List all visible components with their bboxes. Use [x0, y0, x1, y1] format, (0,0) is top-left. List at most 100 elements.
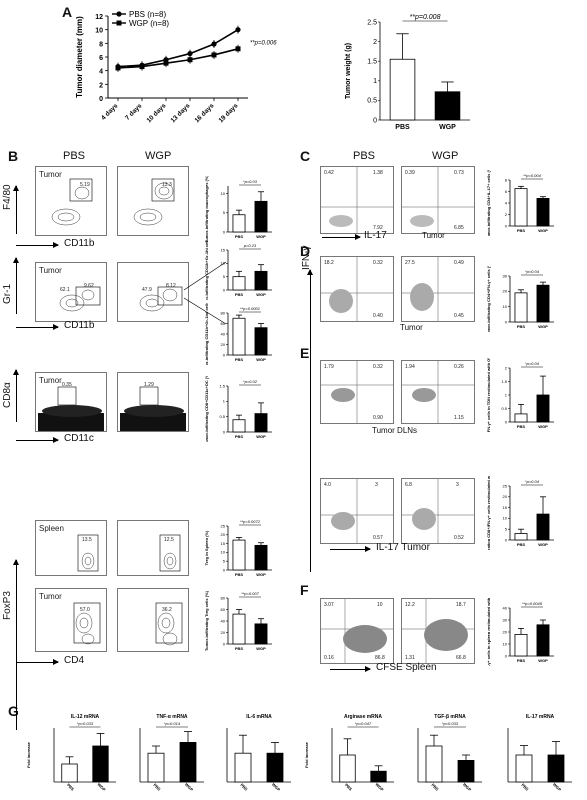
flow-b2-wgp-contours — [139, 286, 183, 312]
y-tick-label: 0 — [505, 419, 508, 424]
data-point-wgp — [187, 57, 193, 63]
bar-wgp — [536, 513, 550, 541]
category-label: PBS — [235, 357, 244, 362]
cd11b-axis-arrow-1 — [16, 242, 59, 248]
y-tick-label: 30 — [503, 273, 508, 278]
bar-pbs — [147, 752, 165, 783]
e2-wgp-q1: 6.8 — [405, 482, 412, 488]
category-label: PBS — [395, 124, 410, 131]
panel-letter-d: D — [300, 243, 311, 259]
bar-pbs — [425, 745, 443, 783]
data-point-wgp — [163, 60, 169, 66]
bar-wgp — [254, 544, 268, 571]
significance-label: **p=0.0072 — [240, 519, 261, 524]
category-label: PBS — [66, 782, 76, 792]
e2-pbs-q4: 0.57 — [373, 535, 383, 541]
f-pbs-q3: 0.16 — [324, 655, 334, 661]
bar-pbs — [514, 188, 528, 227]
y-tick-label: 5 — [505, 527, 508, 532]
y-axis-label: Tumor weight (g) — [345, 43, 352, 99]
x-tick-label: 4 days — [100, 102, 120, 122]
y-tick-label: 60 — [221, 321, 226, 326]
e1-wgp-q2: 0.26 — [454, 364, 464, 370]
flow-e2-wgp: 6.8 3 0.52 — [401, 478, 475, 544]
y-tick-label: 80 — [221, 310, 226, 315]
data-point-wgp — [211, 52, 217, 58]
chart-title: IL-6 mRNA — [246, 714, 272, 720]
y-tick-label: 20 — [221, 342, 226, 347]
flow-d-pbs: 18.2 0.32 0.40 — [320, 256, 394, 322]
e1-cd4-ifng-bar-chart: 0 0.5 1 1.5 2 PBS WGP *p=0.04 CD4+IFN-γ+ cells i… — [486, 358, 554, 432]
e2-pbs-q2: 3 — [375, 482, 378, 488]
y-axis-label: CD4+IFN-γ+ cells in TDN restimulated wit… — [486, 358, 491, 432]
cd11b-axis-label-1: CD11b — [64, 238, 95, 249]
e1-pbs-q2: 0.32 — [373, 364, 383, 370]
foxp3-axis-arrow — [13, 559, 19, 730]
y-tick-label: 15 — [221, 541, 226, 546]
flow-d-wgp-quadrants — [402, 257, 474, 321]
y-tick-label: 1 — [505, 392, 508, 397]
c-wgp-q1: 0.39 — [405, 170, 415, 176]
gate-b2-wgp-b: 8.12 — [166, 283, 176, 289]
significance-label: *p=0.033 — [442, 721, 459, 726]
x-tick-label: 13 days — [170, 102, 192, 124]
gate-b5-pbs: 57.0 — [80, 607, 90, 613]
gate-b2-pbs-a: 62.1 — [60, 287, 70, 293]
y-tick-label: 10 — [95, 28, 103, 35]
e2-cd8-ifng-bar-chart: 0 5 10 15 20 25 PBS WGP *p=0.04 Tumor infiltratio… — [486, 476, 554, 550]
y-tick-label: 2 — [99, 82, 103, 89]
flow-e2-pbs: 4.0 3 0.57 — [320, 478, 394, 544]
flow-b2-wgp: 47.9 8.12 — [117, 262, 189, 322]
category-label: PBS — [235, 572, 244, 577]
category-label: WGP — [538, 658, 548, 663]
f-pbs-q2: 10 — [377, 602, 383, 608]
f480-axis-arrow — [13, 185, 19, 234]
bar-wgp — [254, 413, 268, 433]
y-tick-label: 10 — [221, 191, 226, 196]
bar-pbs — [514, 413, 528, 423]
y-tick-label: 20 — [503, 629, 508, 634]
category-label: WGP — [271, 782, 282, 793]
y-tick-label: 1.5 — [367, 59, 377, 66]
gate-b5-wgp: 36.2 — [162, 607, 172, 613]
y-tick-label: 40 — [503, 605, 508, 610]
il17-axis-label-c: IL-17 — [364, 230, 387, 241]
flow-d-wgp: 27.5 0.49 0.45 — [401, 256, 475, 322]
y-tick-label: 0 — [505, 319, 508, 324]
x-tick-label: 19 days — [218, 102, 240, 124]
b-header-wgp: WGP — [145, 150, 172, 162]
flow-e1-pbs-quadrants — [321, 361, 393, 423]
chart-title: IL-12 mRNA — [71, 714, 100, 720]
significance-label: *p=0.04 — [525, 361, 540, 366]
category-label: WGP — [256, 357, 266, 362]
y-axis-label: Tumor-infiltrating CD11b+Gr-1int cells (… — [204, 303, 209, 365]
panel-letter-b: B — [8, 148, 19, 164]
y-axis-label: Fold Increase — [26, 741, 31, 768]
cd8a-axis-arrow — [13, 369, 19, 422]
y-tick-label: 20 — [503, 494, 508, 499]
bar-wgp — [536, 624, 550, 657]
y-tick-label: 40 — [221, 331, 226, 336]
bar-pbs — [339, 754, 356, 783]
c-header-pbs: PBS — [353, 150, 376, 162]
data-point-pbs — [187, 50, 193, 57]
category-label: WGP — [184, 782, 195, 793]
category-label: PBS — [517, 658, 526, 663]
flow-b5-wgp: 36.2 — [117, 588, 189, 652]
category-label: PBS — [235, 292, 244, 297]
il17-tumor-label: IL-17 Tumor — [376, 542, 430, 553]
y-tick-label: 5 — [223, 559, 226, 564]
e2-wgp-q2: 3 — [456, 482, 459, 488]
data-point-wgp — [235, 46, 241, 52]
category-label: WGP — [538, 424, 548, 429]
y-tick-label: 20 — [503, 289, 508, 294]
legend-marker — [116, 11, 122, 17]
category-label: WGP — [538, 324, 548, 329]
y-tick-label: 0.5 — [367, 98, 377, 105]
flow-f-wgp-quadrants — [402, 599, 474, 663]
flow-b1-wgp: 13.3 — [117, 166, 189, 236]
ifng-axis-arrow — [307, 269, 313, 572]
y-axis-label: Treg in Spleen (%) — [204, 530, 209, 565]
f-pbs-q1: 3.07 — [324, 602, 334, 608]
category-label: PBS — [235, 646, 244, 651]
